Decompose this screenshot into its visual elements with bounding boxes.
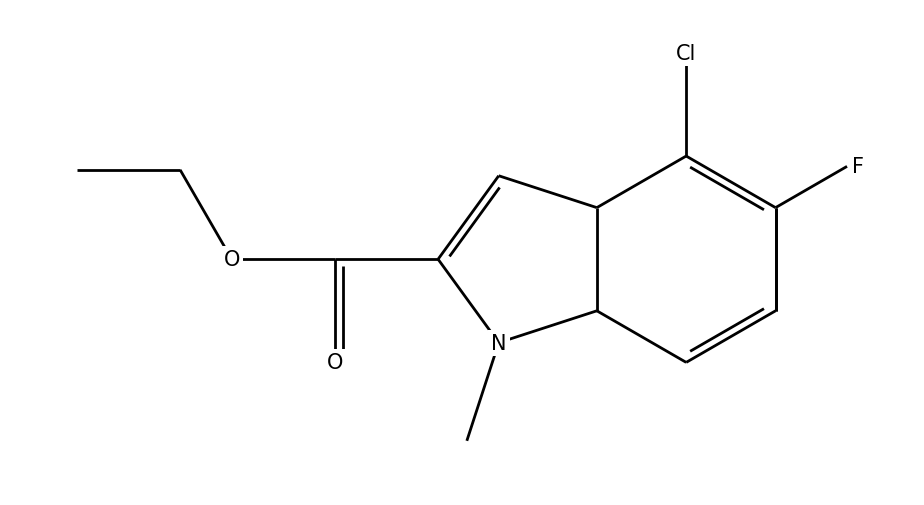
Text: O: O [224, 250, 240, 270]
Text: F: F [852, 157, 864, 177]
Text: O: O [327, 352, 343, 373]
Text: N: N [491, 333, 506, 353]
Text: Cl: Cl [676, 44, 697, 64]
